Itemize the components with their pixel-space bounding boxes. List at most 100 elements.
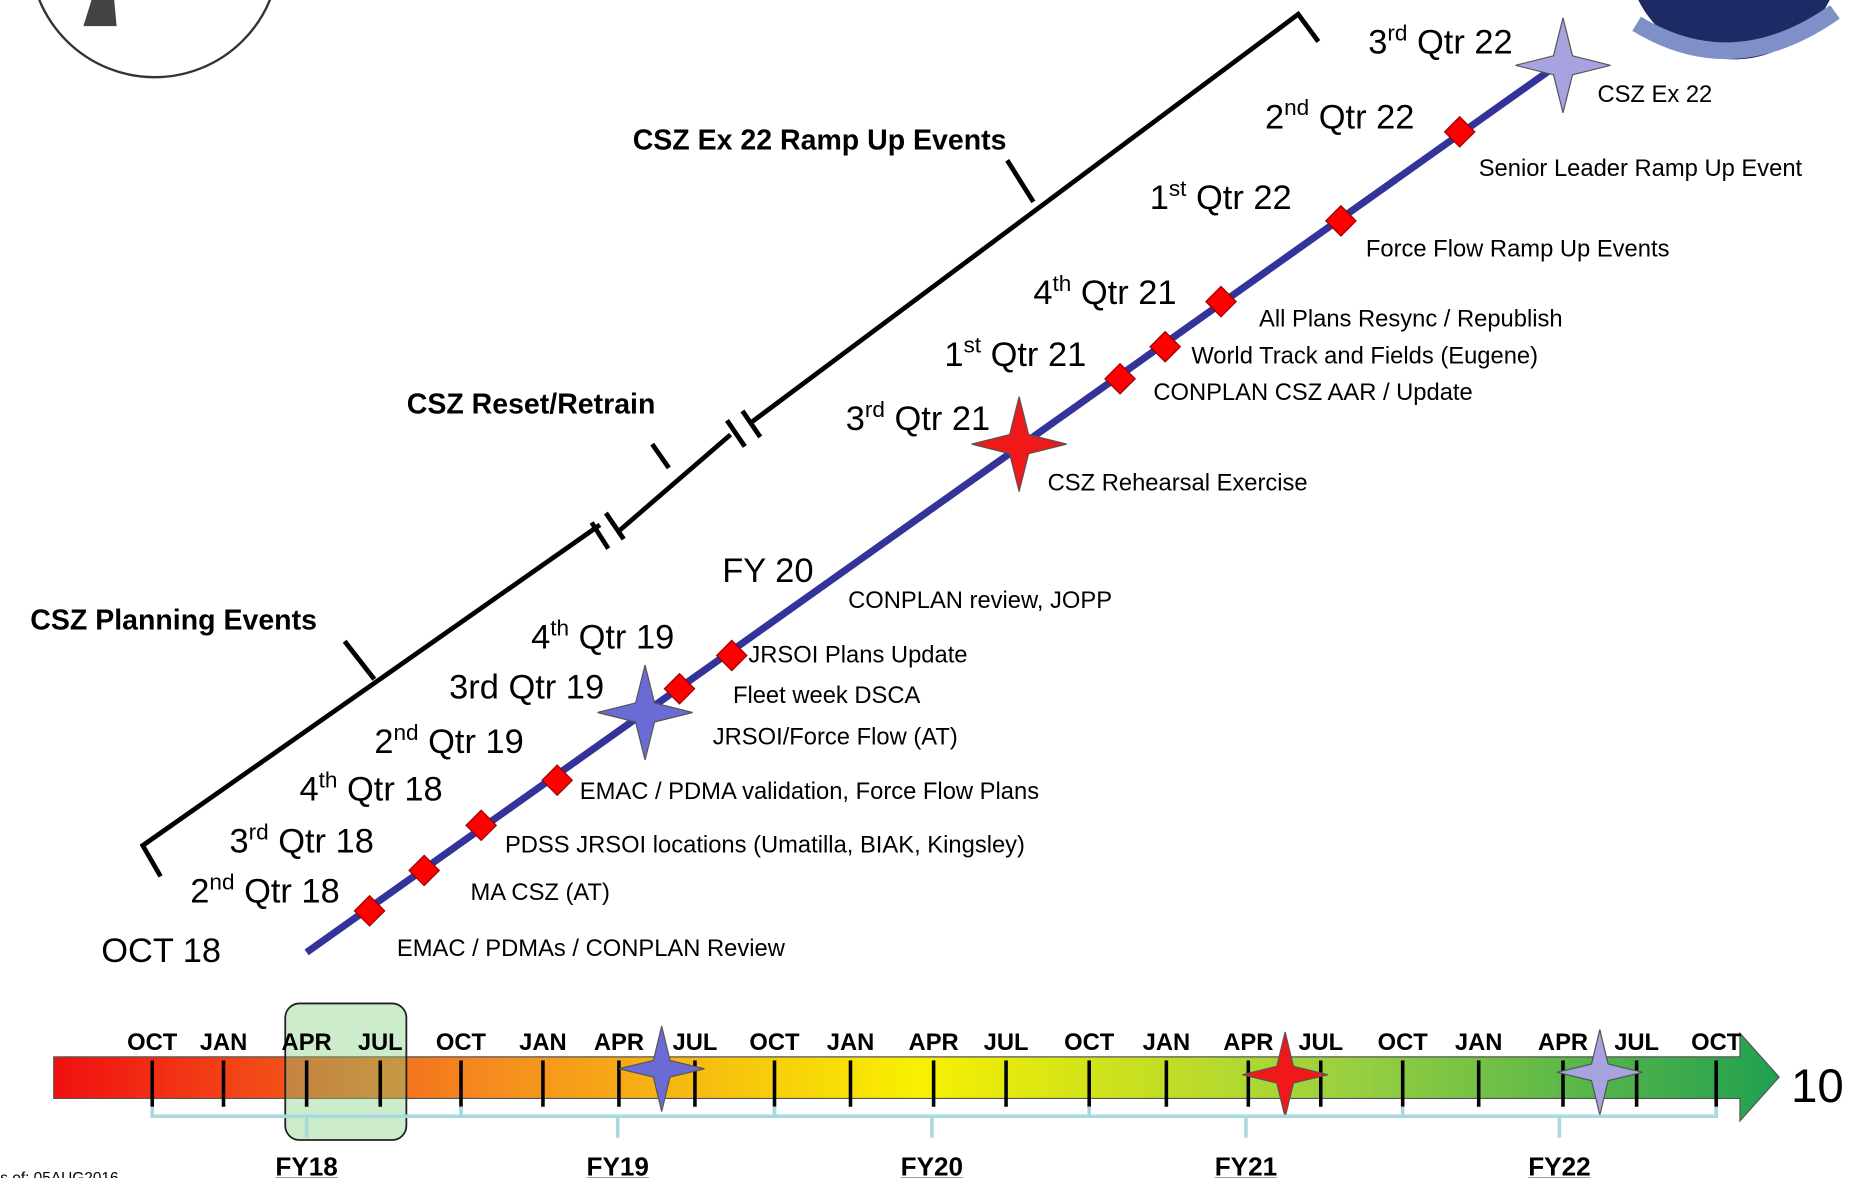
month-label: JAN bbox=[827, 1029, 875, 1056]
event-label: JRSOI Plans Update bbox=[748, 642, 967, 669]
month-label: APR bbox=[282, 1029, 332, 1056]
quarter-number: 3 bbox=[229, 823, 248, 861]
quarter-suffix: rd bbox=[1387, 20, 1407, 45]
quarter-label: 3rd Qtr 22 bbox=[1368, 20, 1512, 61]
quarter-suffix: st bbox=[1169, 176, 1187, 201]
event-label: MA CSZ (AT) bbox=[471, 879, 610, 906]
event-label: Force Flow Ramp Up Events bbox=[1366, 236, 1670, 263]
fy-bracket bbox=[772, 1106, 1091, 1138]
fy-bracket bbox=[1400, 1106, 1718, 1138]
event-label: CSZ Rehearsal Exercise bbox=[1048, 469, 1308, 496]
month-label: OCT bbox=[1064, 1029, 1115, 1056]
month-label: OCT bbox=[436, 1029, 487, 1056]
quarter-text: Qtr 18 bbox=[269, 823, 374, 861]
star-marker bbox=[618, 1025, 705, 1112]
quarter-label: 1st Qtr 22 bbox=[1150, 176, 1292, 217]
quarter-number: 1 bbox=[944, 336, 963, 374]
bracket-label: CSZ Ex 22 Ramp Up Events bbox=[633, 125, 1007, 157]
quarter-suffix: nd bbox=[393, 720, 418, 745]
quarter-text: Qtr 18 bbox=[235, 873, 340, 911]
event-label: All Plans Resync / Republish bbox=[1259, 306, 1563, 333]
bracket-label: CSZ Planning Events bbox=[30, 604, 317, 636]
quarter-suffix: rd bbox=[865, 397, 885, 422]
timeline-bar bbox=[53, 1031, 1780, 1123]
quarter-text: Qtr 22 bbox=[1407, 23, 1512, 61]
quarter-label: 4th Qtr 18 bbox=[300, 767, 443, 808]
month-label: APR bbox=[594, 1029, 644, 1056]
fy-label: FY22 bbox=[1528, 1152, 1590, 1178]
month-label: JUL bbox=[984, 1029, 1029, 1056]
quarter-label: FY 20 bbox=[722, 552, 813, 590]
quarter-number: 4 bbox=[1033, 274, 1052, 312]
quarter-label: 4th Qtr 19 bbox=[531, 615, 674, 656]
quarter-number: 3 bbox=[846, 400, 865, 438]
quarter-number: 2 bbox=[190, 873, 209, 911]
month-label: OCT bbox=[127, 1029, 178, 1056]
quarter-text: Qtr 22 bbox=[1186, 179, 1291, 217]
quarter-text: Qtr 19 bbox=[419, 723, 524, 761]
fy-label: FY18 bbox=[275, 1152, 337, 1178]
diamond-marker bbox=[1104, 362, 1137, 395]
diamond-marker bbox=[1149, 330, 1182, 363]
quarter-text: FY 20 bbox=[722, 552, 813, 590]
diamond-marker bbox=[353, 894, 386, 927]
quarter-number: 3 bbox=[1368, 23, 1387, 61]
quarter-text: Qtr 21 bbox=[1071, 274, 1176, 312]
logo-left bbox=[38, 0, 272, 79]
quarter-suffix: th bbox=[319, 767, 338, 792]
month-label: JAN bbox=[1455, 1029, 1503, 1056]
event-label: World Track and Fields (Eugene) bbox=[1191, 342, 1538, 369]
fy-label: FY21 bbox=[1215, 1152, 1277, 1178]
quarter-text: Qtr 21 bbox=[885, 400, 990, 438]
quarter-text: Qtr 22 bbox=[1309, 98, 1414, 136]
month-label: JUL bbox=[1298, 1029, 1343, 1056]
quarter-label: 3rd Qtr 21 bbox=[846, 397, 990, 438]
quarter-suffix: th bbox=[1053, 271, 1072, 296]
event-label: PDSS JRSOI locations (Umatilla, BIAK, Ki… bbox=[505, 832, 1025, 859]
diamond-marker bbox=[465, 809, 498, 842]
month-label: JUL bbox=[1614, 1029, 1659, 1056]
event-label: Fleet week DSCA bbox=[733, 682, 921, 709]
quarter-suffix: st bbox=[963, 333, 981, 358]
diamond-marker bbox=[663, 672, 696, 705]
event-label: EMAC / PDMAs / CONPLAN Review bbox=[397, 935, 786, 962]
month-label: APR bbox=[909, 1029, 959, 1056]
event-label: JRSOI/Force Flow (AT) bbox=[713, 724, 958, 751]
quarter-label: 3rd Qtr 18 bbox=[229, 820, 373, 861]
diamond-marker bbox=[1324, 204, 1357, 237]
quarter-text: OCT 18 bbox=[101, 932, 221, 970]
quarter-label: 1st Qtr 21 bbox=[944, 333, 1086, 374]
logo-right bbox=[1632, 0, 1840, 60]
event-label: Senior Leader Ramp Up Event bbox=[1479, 155, 1803, 182]
quarter-number: 4 bbox=[531, 618, 550, 656]
diamond-marker bbox=[408, 854, 441, 887]
quarter-text: Qtr 19 bbox=[569, 618, 674, 656]
quarter-number: 4 bbox=[300, 770, 319, 808]
date-stamp: s of: 05AUG2016 bbox=[0, 1170, 118, 1178]
highlight-box bbox=[284, 1002, 408, 1141]
fy-label: FY19 bbox=[587, 1152, 649, 1178]
month-label: OCT bbox=[1378, 1029, 1429, 1056]
month-label: JAN bbox=[1143, 1029, 1191, 1056]
month-label: APR bbox=[1538, 1029, 1588, 1056]
quarter-label: 2nd Qtr 22 bbox=[1265, 95, 1414, 136]
quarter-suffix: rd bbox=[249, 820, 269, 845]
fy-label: FY20 bbox=[901, 1152, 963, 1178]
quarter-text: 3rd Qtr 19 bbox=[449, 668, 604, 706]
fy-bracket bbox=[459, 1106, 777, 1138]
quarter-number: 1 bbox=[1150, 179, 1169, 217]
quarter-text: Qtr 18 bbox=[337, 770, 442, 808]
event-label: CONPLAN CSZ AAR / Update bbox=[1153, 379, 1472, 406]
month-label: APR bbox=[1223, 1029, 1273, 1056]
page-number: 10 bbox=[1791, 1060, 1844, 1113]
quarter-text: Qtr 21 bbox=[981, 336, 1086, 374]
month-label: OCT bbox=[749, 1029, 800, 1056]
bracket-label: CSZ Reset/Retrain bbox=[407, 388, 656, 420]
quarter-label: 2nd Qtr 19 bbox=[374, 720, 523, 761]
quarter-label: 2nd Qtr 18 bbox=[190, 869, 339, 910]
brackets bbox=[139, 10, 1321, 878]
fy-bracket bbox=[1087, 1106, 1405, 1138]
star-marker bbox=[1515, 17, 1611, 113]
